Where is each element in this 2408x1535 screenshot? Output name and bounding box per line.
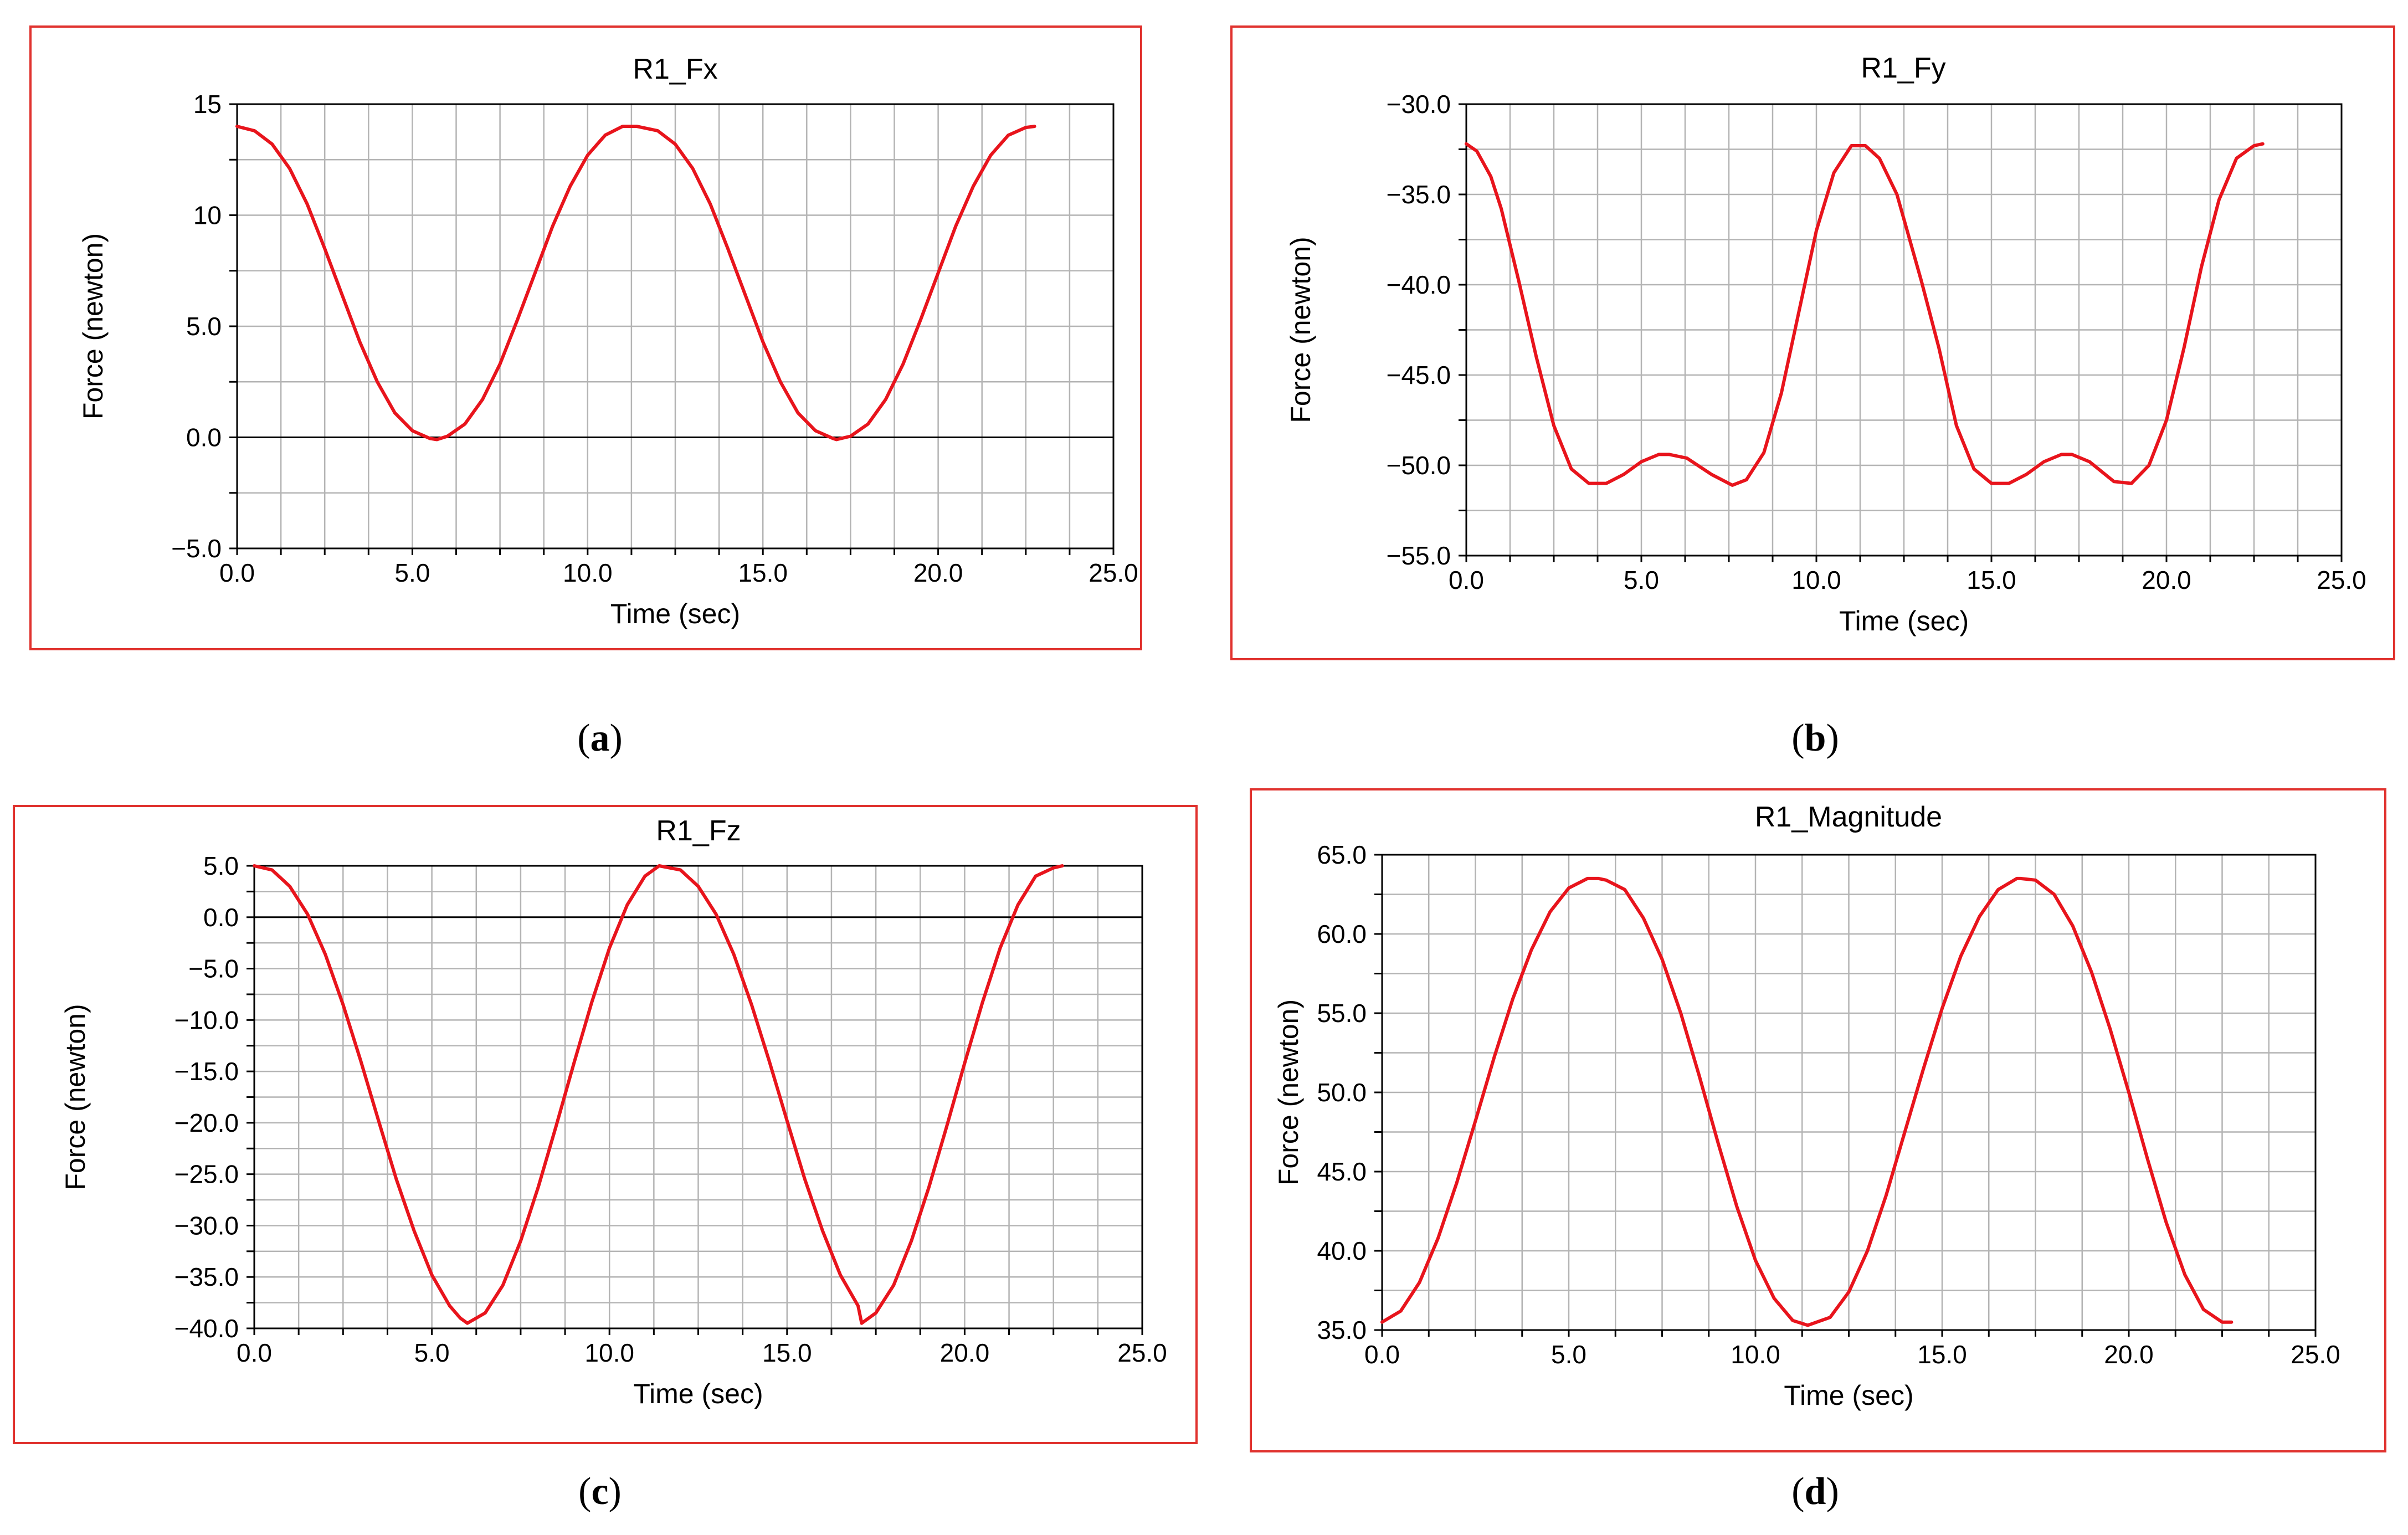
y-tick-label: −55.0 xyxy=(1387,541,1451,570)
chart-panel-d: 65.0 60.0 55.0 50.0 45.0 40.0 35.00.0 5.0 10.0 15… xyxy=(1250,788,2386,1513)
y-axis-label: Force (newton) xyxy=(78,233,109,419)
plot-border xyxy=(253,865,1143,1329)
y-tick-label: 0.0 xyxy=(203,903,239,932)
chart-title: R1_Fy xyxy=(1861,52,1945,84)
y-tick-label: −35.0 xyxy=(174,1262,239,1291)
y-tick-label: 65.0 xyxy=(1317,840,1367,869)
grid xyxy=(1466,104,2342,556)
panel-caption: (a) xyxy=(577,717,623,759)
y-tick-label: −25.0 xyxy=(174,1160,239,1189)
y-tick-label: 10 xyxy=(193,201,222,230)
grid xyxy=(254,866,1142,1328)
y-axis-label: Force (newton) xyxy=(1285,237,1316,423)
y-tick-label: 60.0 xyxy=(1317,920,1367,948)
y-tick-label: −40.0 xyxy=(174,1314,239,1343)
x-tick-label: 5.0 xyxy=(1624,566,1659,594)
y-axis-label: Force (newton) xyxy=(60,1004,91,1190)
x-axis-label: Time (sec) xyxy=(1784,1380,1913,1411)
x-axis-label: Time (sec) xyxy=(1839,605,1969,636)
y-tick-label: 55.0 xyxy=(1317,999,1367,1028)
y-tick-label: −20.0 xyxy=(174,1108,239,1137)
x-tick-label: 15.0 xyxy=(1917,1340,1967,1369)
caption-letter: a xyxy=(591,717,610,759)
chart-title: R1_Fx xyxy=(633,53,717,85)
series-line-d xyxy=(1380,876,2234,1327)
x-tick-label: 20.0 xyxy=(2104,1340,2154,1369)
x-axis-label: Time (sec) xyxy=(633,1378,763,1409)
x-tick-label: 0.0 xyxy=(219,558,255,587)
y-tick-label: −35.0 xyxy=(1387,180,1451,209)
x-tick-label: 20.0 xyxy=(940,1338,990,1367)
y-tick-label: −45.0 xyxy=(1387,361,1451,389)
panel-caption: (c) xyxy=(578,1470,622,1513)
x-tick-label: 10.0 xyxy=(563,558,613,587)
y-tick-label: 0.0 xyxy=(186,423,222,452)
panel-caption: (d) xyxy=(1791,1470,1839,1513)
x-tick-label: 0.0 xyxy=(237,1338,272,1367)
x-tick-label: 0.0 xyxy=(1364,1340,1400,1369)
x-tick-label: 10.0 xyxy=(1731,1340,1780,1369)
y-tick-label: 5.0 xyxy=(186,312,222,341)
x-tick-label: 25.0 xyxy=(2317,566,2366,594)
caption-open: ( xyxy=(1791,1470,1804,1513)
x-tick-label: 10.0 xyxy=(584,1338,634,1367)
y-tick-label: 35.0 xyxy=(1317,1316,1367,1344)
x-tick-label: 0.0 xyxy=(1449,566,1484,594)
caption-open: ( xyxy=(577,717,590,759)
x-tick-label: 5.0 xyxy=(414,1338,450,1367)
x-tick-label: 20.0 xyxy=(2142,566,2191,594)
plot-border xyxy=(1465,103,2343,557)
x-tick-label: 25.0 xyxy=(2291,1340,2340,1369)
chart-title: R1_Magnitude xyxy=(1755,801,1942,833)
y-tick-label: −30.0 xyxy=(174,1211,239,1240)
x-tick-label: 15.0 xyxy=(738,558,788,587)
plot-border xyxy=(1381,854,2317,1331)
y-tick-label: 50.0 xyxy=(1317,1078,1367,1107)
panel-caption: (b) xyxy=(1791,717,1839,759)
caption-close: ) xyxy=(1826,717,1839,759)
series-line-a xyxy=(235,125,1036,441)
x-tick-label: 25.0 xyxy=(1089,558,1138,587)
y-tick-label: 40.0 xyxy=(1317,1236,1367,1265)
y-tick-label: −5.0 xyxy=(171,534,222,563)
caption-open: ( xyxy=(578,1470,591,1513)
x-tick-label: 15.0 xyxy=(762,1338,812,1367)
y-tick-label: −15.0 xyxy=(174,1057,239,1086)
caption-letter: c xyxy=(591,1470,608,1513)
y-tick-label: 5.0 xyxy=(203,851,239,880)
grid xyxy=(1382,855,2315,1330)
y-tick-label: −50.0 xyxy=(1387,451,1451,480)
y-tick-label: −5.0 xyxy=(188,954,239,983)
x-axis-label: Time (sec) xyxy=(610,598,740,629)
series-line-b xyxy=(1465,142,2265,487)
caption-letter: b xyxy=(1805,717,1826,759)
caption-close: ) xyxy=(610,717,623,759)
x-tick-label: 20.0 xyxy=(913,558,963,587)
chart-panel-c: 5.0 0.0 −5.0 −10.0 −15.0 −20.0 −25.0 −30.0 −35.0… xyxy=(13,805,1198,1513)
x-tick-label: 10.0 xyxy=(1791,566,1841,594)
y-tick-label: −40.0 xyxy=(1387,270,1451,299)
caption-letter: d xyxy=(1805,1470,1826,1513)
y-tick-label: 45.0 xyxy=(1317,1157,1367,1186)
y-tick-label: −10.0 xyxy=(174,1005,239,1034)
y-axis-label: Force (newton) xyxy=(1273,999,1304,1185)
y-tick-label: 15 xyxy=(193,90,222,119)
y-tick-label: −30.0 xyxy=(1387,90,1451,119)
caption-close: ) xyxy=(1826,1470,1839,1513)
series-line-c xyxy=(253,864,1064,1325)
x-tick-label: 25.0 xyxy=(1117,1338,1167,1367)
x-tick-label: 5.0 xyxy=(1551,1340,1586,1369)
chart-title: R1_Fz xyxy=(656,815,741,847)
chart-panel-b: −30.0 −35.0 −40.0 −45.0 −50.0 −55.00.0 5.0 10.0… xyxy=(1230,25,2395,759)
caption-open: ( xyxy=(1791,717,1804,759)
x-tick-label: 5.0 xyxy=(394,558,430,587)
grid xyxy=(237,104,1113,548)
caption-close: ) xyxy=(609,1470,622,1513)
x-tick-label: 15.0 xyxy=(1967,566,2016,594)
plot-border xyxy=(236,103,1115,550)
